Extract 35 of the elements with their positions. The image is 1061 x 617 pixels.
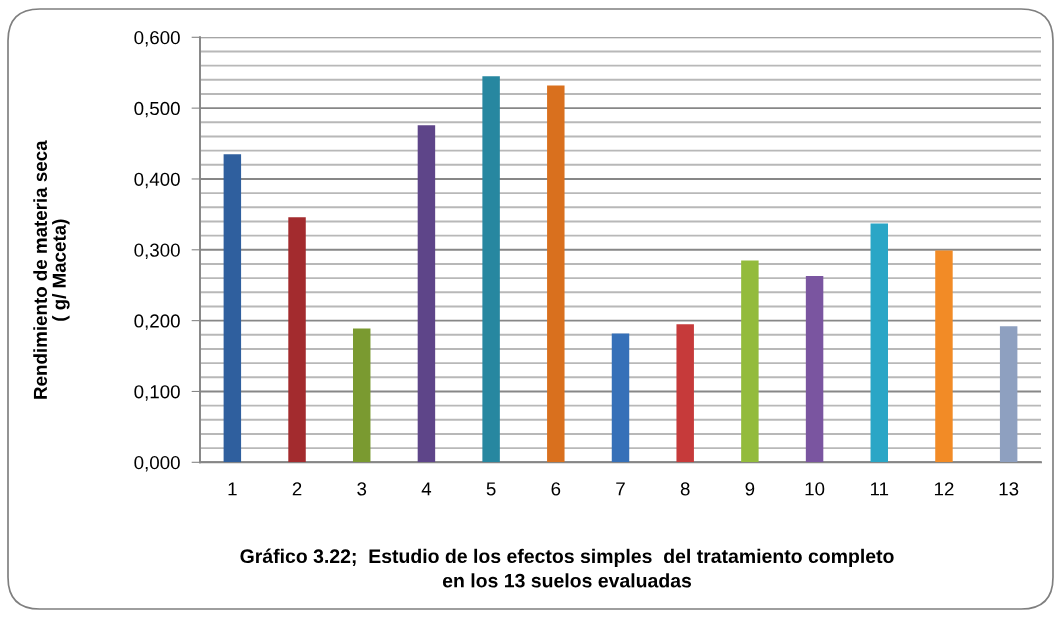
x-tick-label: 11 [870,482,889,496]
x-tick-label: 7 [616,482,625,496]
bar [353,328,371,463]
y-tick-label: 0,600 [134,31,180,47]
y-tick-label: 0,300 [134,243,180,259]
x-tick-label: 9 [745,482,755,496]
x-tick-label: 5 [486,482,496,496]
x-tick-label: 6 [551,482,561,496]
x-tick-label: 13 [999,482,1019,496]
y-tick-label: 0,400 [134,172,180,189]
text: Gráfico 3.22; Estudio de los efectos simples del tratamiento completo en los 13 suelos evaluadas [240,548,894,588]
x-tick-label: 1 [228,482,237,496]
y-tick-label: 0,100 [134,385,180,401]
bar [676,324,694,463]
x-tick-label: 4 [421,482,432,496]
y-tick-label: 0,200 [134,314,180,330]
bar [417,125,436,463]
bar [611,333,630,463]
bar [741,260,759,463]
x-tick-label: 12 [934,482,954,496]
bar [805,276,824,463]
x-tick-label: 3 [357,482,367,496]
y-axis-title: Rendimiento de materia seca ( g/ Maceta) [33,140,70,399]
bar [935,250,953,463]
bar [223,154,242,463]
bar [547,85,565,463]
x-tick-label: 8 [680,482,690,496]
bar [482,76,500,463]
y-tick-label: 0,000 [134,456,180,472]
x-tick-label: 10 [805,482,825,496]
bar [870,223,888,463]
bar [999,326,1018,463]
x-tick-label: 2 [292,482,302,496]
y-tick-label: 0,500 [134,101,180,118]
bar [288,217,306,463]
